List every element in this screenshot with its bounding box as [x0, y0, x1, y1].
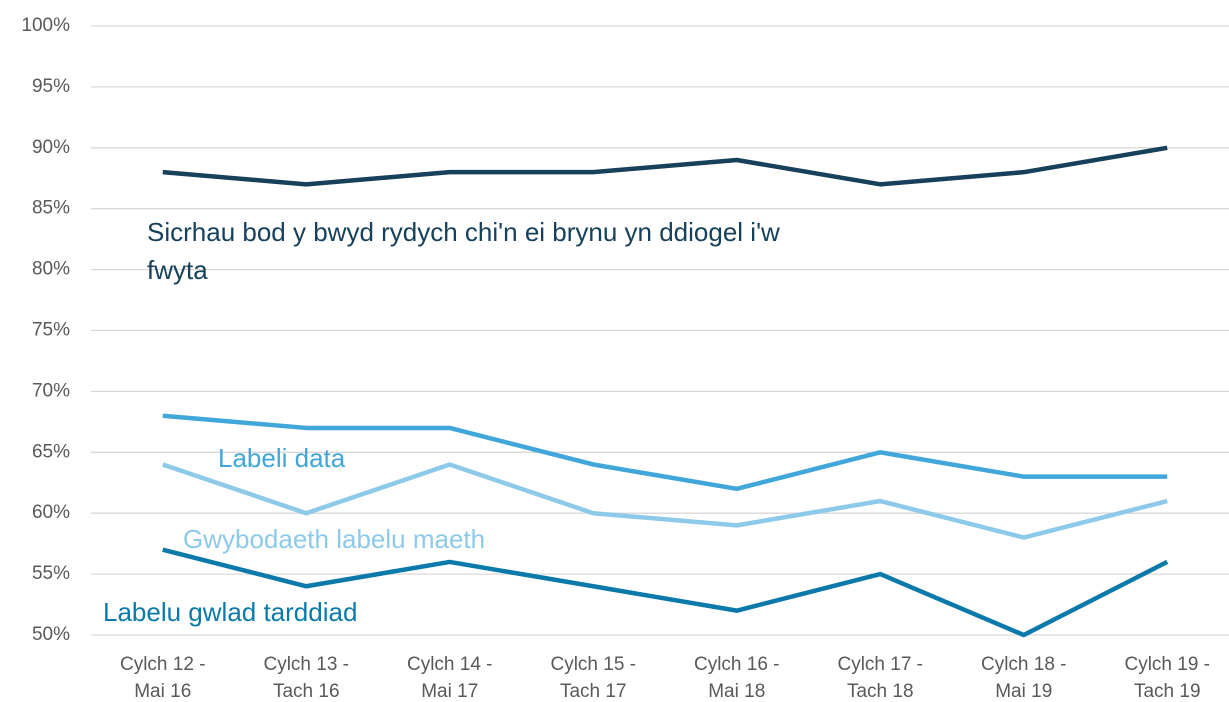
- x-tick-label: Mai 18: [708, 681, 765, 702]
- y-tick-label: 80%: [32, 259, 70, 280]
- x-tick-label: Cylch 17 -: [837, 654, 923, 675]
- y-tick-label: 65%: [32, 441, 70, 462]
- y-tick-label: 95%: [32, 76, 70, 97]
- y-tick-label: 75%: [32, 320, 70, 341]
- y-tick-label: 55%: [32, 563, 70, 584]
- series-label: Gwybodaeth labelu maeth: [183, 524, 486, 554]
- series-line: [162, 413, 1168, 492]
- series-label: Sicrhau bod y bwyd rydych chi'n ei brynu…: [147, 217, 780, 285]
- x-tick-label: Mai 19: [995, 681, 1052, 702]
- x-tick-label: Mai 17: [421, 681, 478, 702]
- x-tick-label: Cylch 13 -: [263, 654, 349, 675]
- y-tick-label: 90%: [32, 137, 70, 158]
- x-tick-label: Mai 16: [134, 681, 191, 702]
- x-tick-label: Cylch 16 -: [694, 654, 780, 675]
- y-tick-label: 60%: [32, 502, 70, 523]
- x-tick-label: Cylch 15 -: [550, 654, 636, 675]
- y-tick-label: 100%: [21, 15, 70, 36]
- x-tick-label: Tach 19: [1134, 681, 1201, 702]
- y-tick-label: 50%: [32, 624, 70, 645]
- x-tick-label: Cylch 14 -: [407, 654, 493, 675]
- y-tick-label: 70%: [32, 380, 70, 401]
- series-line: [162, 145, 1168, 187]
- x-tick-label: Tach 17: [560, 681, 627, 702]
- x-tick-label: Cylch 12 -: [120, 654, 206, 675]
- x-tick-label: Cylch 18 -: [981, 654, 1067, 675]
- x-tick-label: Cylch 19 -: [1124, 654, 1210, 675]
- series-label: Labeli data: [218, 443, 346, 473]
- y-tick-label: 85%: [32, 198, 70, 219]
- x-tick-label: Tach 16: [273, 681, 340, 702]
- series-label: Labelu gwlad tarddiad: [103, 597, 358, 627]
- series-line: [162, 462, 1168, 540]
- series-line: [162, 547, 1169, 638]
- x-tick-label: Tach 18: [847, 681, 914, 702]
